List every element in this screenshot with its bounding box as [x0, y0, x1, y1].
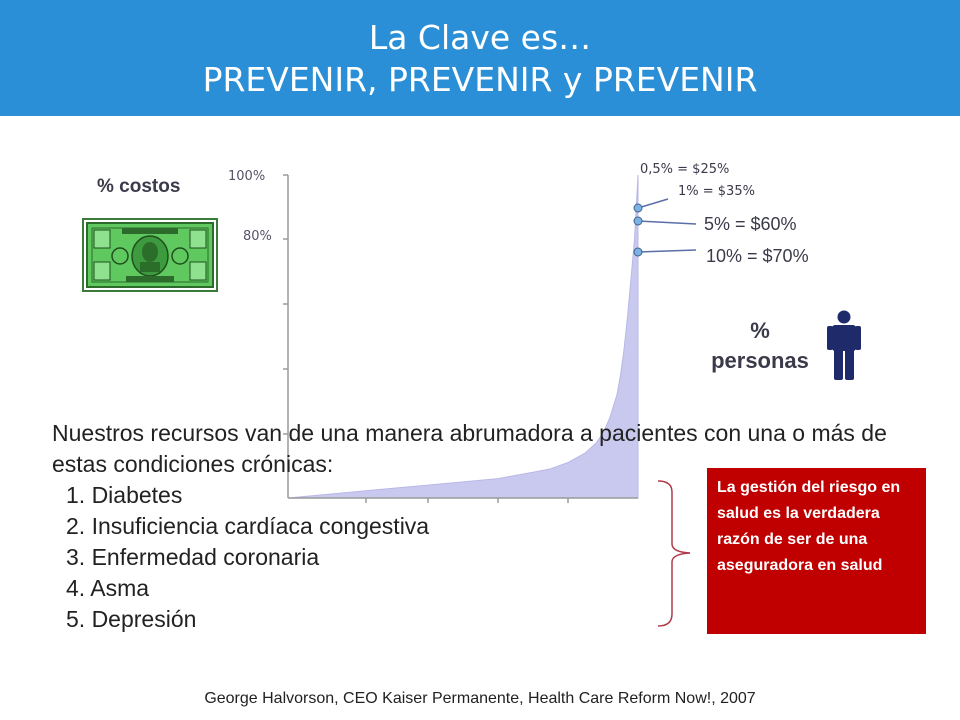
callout-marker [633, 216, 643, 226]
slide-title-line1: La Clave es… [368, 18, 592, 57]
callout-label: 5% = $60% [704, 214, 797, 234]
condition-item: 5. Depresión [66, 606, 197, 632]
body-text: Nuestros recursos van de una manera abru… [52, 418, 912, 635]
y-tick-label: 100% [228, 169, 265, 184]
condition-item: 2. Insuficiencia cardíaca congestiva [66, 513, 430, 539]
risk-management-note: La gestión del riesgo en salud es la ver… [707, 468, 926, 634]
callout-leader [637, 220, 697, 225]
dollar-bill-icon [82, 218, 218, 292]
personas-label-word: personas [711, 348, 809, 373]
condition-item: 3. Enfermedad coronaria [66, 544, 320, 570]
callout-label: 1% = $35% [678, 184, 755, 199]
costos-label: % costos [97, 176, 181, 197]
citation: George Halvorson, CEO Kaiser Permanente,… [204, 690, 756, 707]
personas-label: % personas [700, 316, 820, 376]
callout-marker [633, 247, 643, 257]
person-icon [827, 310, 861, 380]
personas-label-pct: % [750, 318, 770, 343]
slide-title-line2: PREVENIR, PREVENIR y PREVENIR [202, 60, 758, 99]
y-tick-label: 80% [243, 229, 272, 244]
slide-header: La Clave es… PREVENIR, PREVENIR y PREVEN… [0, 0, 960, 116]
condition-item: 4. Asma [66, 575, 150, 601]
callout-label: 0,5% = $25% [640, 162, 729, 177]
cost-curve-area [287, 174, 639, 499]
callout-leader [637, 249, 697, 253]
callout-label: 10% = $70% [706, 246, 809, 266]
intro-text: Nuestros recursos van de una manera abru… [52, 420, 887, 477]
callout-marker [633, 203, 643, 213]
callout-leader [637, 198, 669, 209]
condition-item: 1. Diabetes [66, 482, 183, 508]
